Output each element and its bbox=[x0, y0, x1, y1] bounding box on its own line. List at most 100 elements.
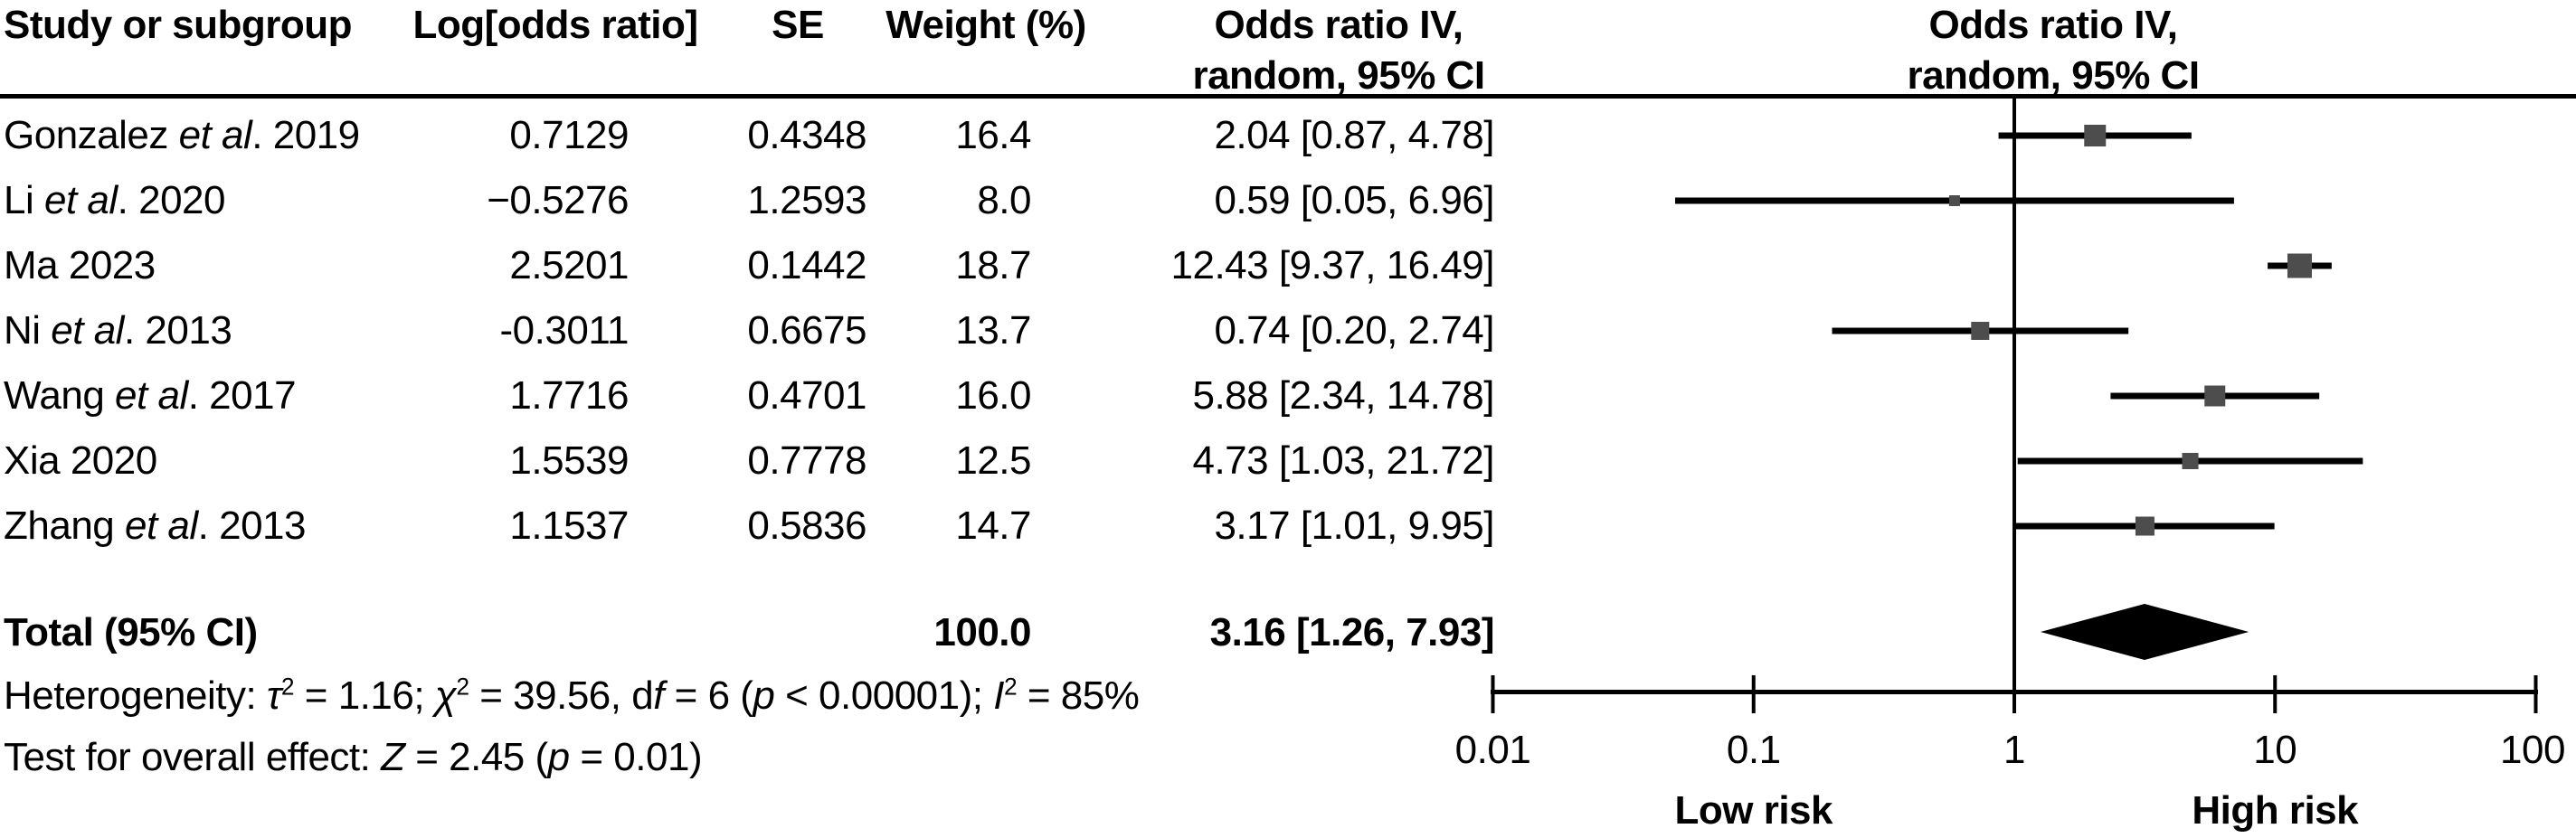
total-weight-value: 100.0 bbox=[933, 610, 1031, 654]
text-segment: = 85% bbox=[1017, 673, 1140, 718]
or-ci-value: 12.43 [9.37, 16.49] bbox=[1170, 243, 1495, 287]
log-odds-ratio-value: 1.5539 bbox=[509, 438, 629, 483]
text-segment: . 2017 bbox=[187, 373, 297, 418]
col-header-or-ci-plot: Odds ratio IV, random, 95% CI bbox=[1827, 0, 2279, 101]
table-row: Wang et al. 2017 1.7716 0.4701 16.0 5.88… bbox=[0, 363, 1538, 428]
text-segment: = 1.16; bbox=[294, 673, 435, 718]
weight-value: 12.5 bbox=[955, 438, 1031, 483]
study-label: Xia 2020 bbox=[4, 428, 510, 494]
se-value: 0.5836 bbox=[747, 504, 867, 548]
effect-square bbox=[2287, 253, 2312, 278]
overall-effect-text: Test for overall effect: Z = 2.45 (p = 0… bbox=[4, 725, 703, 790]
study-label: Wang et al. 2017 bbox=[4, 363, 510, 428]
axis-tick-label: 10 bbox=[2253, 728, 2297, 772]
null-effect-line bbox=[2012, 98, 2016, 694]
table-row: Zhang et al. 2013 1.1537 0.5836 14.7 3.1… bbox=[0, 494, 1538, 559]
text-segment: Ma 2023 bbox=[4, 243, 156, 287]
table-row: Li et al. 2020 −0.5276 1.2593 8.0 0.59 [… bbox=[0, 168, 1538, 233]
se-value: 0.4348 bbox=[747, 113, 867, 157]
text-segment: Z bbox=[381, 735, 405, 779]
total-or-ci-value: 3.16 [1.26, 7.93] bbox=[1209, 610, 1495, 654]
col-header-log-odds-ratio: Log[odds ratio] bbox=[412, 3, 698, 47]
text-segment: Xia 2020 bbox=[4, 438, 157, 483]
text-segment: Heterogeneity: bbox=[4, 673, 267, 718]
axis-tick-label: 0.1 bbox=[1726, 728, 1781, 772]
study-label: Ma 2023 bbox=[4, 233, 510, 298]
text-segment: et al bbox=[51, 308, 124, 353]
weight-value: 16.0 bbox=[955, 373, 1031, 418]
col-header-se: SE bbox=[772, 3, 824, 47]
or-ci-value: 0.59 [0.05, 6.96] bbox=[1214, 178, 1494, 222]
study-label: Zhang et al. 2013 bbox=[4, 494, 510, 559]
log-odds-ratio-value: 0.7129 bbox=[509, 113, 629, 157]
or-ci-value: 2.04 [0.87, 4.78] bbox=[1214, 113, 1494, 157]
log-odds-ratio-value: 1.1537 bbox=[509, 504, 629, 548]
header-divider-line bbox=[0, 94, 2576, 99]
col-header-or-ci-text-line2: random, 95% CI bbox=[1192, 53, 1485, 98]
text-segment: 2 bbox=[456, 673, 469, 701]
weight-value: 8.0 bbox=[977, 178, 1031, 222]
weight-value: 16.4 bbox=[955, 113, 1031, 157]
text-segment: Ni bbox=[4, 308, 52, 353]
study-label: Li et al. 2020 bbox=[4, 168, 510, 233]
high-risk-label: High risk bbox=[2192, 788, 2359, 833]
text-segment: p bbox=[547, 735, 570, 779]
or-ci-value: 5.88 [2.34, 14.78] bbox=[1192, 373, 1494, 418]
weight-value: 13.7 bbox=[955, 308, 1031, 353]
axis-tick bbox=[1491, 675, 1495, 713]
axis-tick-label: 0.01 bbox=[1454, 728, 1531, 772]
text-segment: τ bbox=[266, 673, 281, 718]
text-segment: = 6 ( bbox=[663, 673, 753, 718]
pooled-diamond bbox=[2040, 604, 2249, 660]
or-ci-value: 0.74 [0.20, 2.74] bbox=[1214, 308, 1494, 353]
log-odds-ratio-value: 1.7716 bbox=[509, 373, 629, 418]
text-segment: 2 bbox=[280, 673, 295, 701]
text-segment: f bbox=[653, 673, 664, 718]
se-value: 1.2593 bbox=[747, 178, 867, 222]
text-segment: χ bbox=[434, 673, 457, 718]
table-row: Gonzalez et al. 2019 0.7129 0.4348 16.4 … bbox=[0, 103, 1538, 168]
text-segment: I bbox=[993, 673, 1004, 718]
col-header-or-ci-text: Odds ratio IV, random, 95% CI bbox=[1113, 0, 1565, 101]
col-header-study: Study or subgroup bbox=[4, 3, 353, 47]
text-segment: et al bbox=[178, 113, 252, 157]
text-segment: Li bbox=[4, 178, 44, 222]
text-segment: et al bbox=[124, 504, 198, 548]
axis-tick bbox=[1751, 675, 1756, 713]
effect-square bbox=[2135, 516, 2155, 536]
col-header-or-ci-text-line1: Odds ratio IV, bbox=[1214, 3, 1463, 47]
table-row: Ni et al. 2013 -0.3011 0.6675 13.7 0.74 … bbox=[0, 298, 1538, 363]
heterogeneity-text: Heterogeneity: τ2 = 1.16; χ2 = 39.56, df… bbox=[4, 664, 1140, 729]
axis-tick bbox=[2012, 675, 2016, 713]
text-segment: et al bbox=[43, 178, 118, 222]
text-segment: . 2020 bbox=[117, 178, 226, 222]
total-row: Total (95% CI) 100.0 3.16 [1.26, 7.93] bbox=[0, 600, 1538, 665]
effect-square bbox=[1948, 195, 1960, 206]
text-segment: = 0.01) bbox=[569, 735, 703, 779]
col-header-weight: Weight (%) bbox=[886, 3, 1086, 47]
text-segment: Zhang bbox=[4, 504, 125, 548]
low-risk-label: Low risk bbox=[1674, 788, 1833, 833]
table-row: Xia 2020 1.5539 0.7778 12.5 4.73 [1.03, … bbox=[0, 428, 1538, 494]
log-odds-ratio-value: 2.5201 bbox=[509, 243, 629, 287]
col-header-or-ci-plot-line1: Odds ratio IV, bbox=[1928, 3, 2178, 47]
text-segment: = 39.56, d bbox=[469, 673, 654, 718]
text-segment: < 0.00001); bbox=[774, 673, 994, 718]
effect-square bbox=[2204, 385, 2226, 407]
text-segment: p bbox=[753, 673, 775, 718]
axis-tick bbox=[2533, 675, 2538, 713]
text-segment: . 2019 bbox=[251, 113, 360, 157]
log-odds-ratio-value: -0.3011 bbox=[499, 308, 630, 353]
effect-square bbox=[2182, 453, 2199, 469]
text-segment: . 2013 bbox=[197, 504, 307, 548]
study-label: Gonzalez et al. 2019 bbox=[4, 103, 510, 168]
axis-tick bbox=[2273, 675, 2278, 713]
text-segment: Gonzalez bbox=[4, 113, 179, 157]
or-ci-value: 4.73 [1.03, 21.72] bbox=[1192, 438, 1494, 483]
effect-square bbox=[1971, 322, 1990, 340]
text-segment: . 2013 bbox=[123, 308, 232, 353]
table-row: Ma 2023 2.5201 0.1442 18.7 12.43 [9.37, … bbox=[0, 233, 1538, 298]
text-segment: Test for overall effect: bbox=[4, 735, 382, 779]
